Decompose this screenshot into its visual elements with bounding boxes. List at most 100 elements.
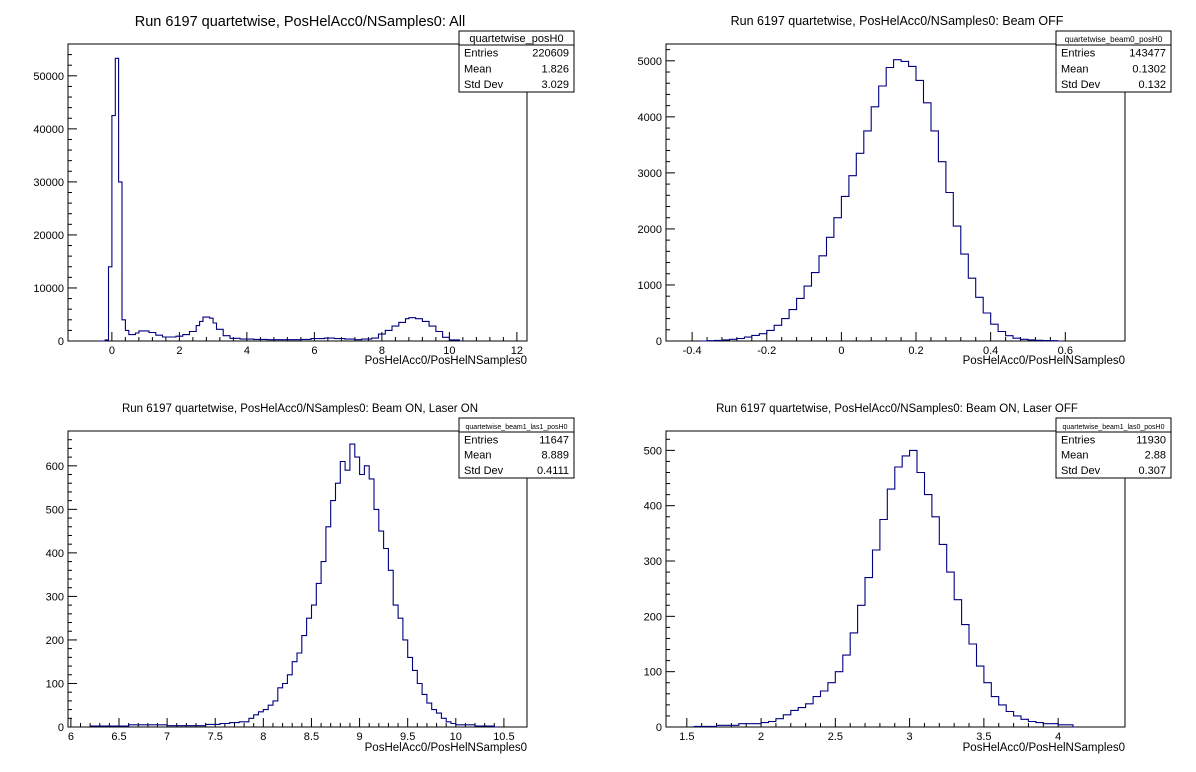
x-tick-label: 0.4 bbox=[983, 345, 998, 357]
y-tick-label: 5000 bbox=[638, 56, 662, 68]
stats-value: 0.132 bbox=[1138, 79, 1166, 91]
y-tick-label: 20000 bbox=[33, 230, 64, 242]
stats-box-frame bbox=[1055, 30, 1172, 93]
histogram-series bbox=[693, 449, 1076, 728]
histogram-series bbox=[98, 57, 463, 342]
stats-value: 1.826 bbox=[541, 63, 569, 75]
y-tick-label: 0 bbox=[656, 722, 662, 734]
x-tick-label: -0.2 bbox=[757, 345, 776, 357]
stats-label: Entries bbox=[464, 48, 499, 60]
stats-box: quartetwise_beam1_las0_posH0 Entries 11930… bbox=[1055, 417, 1172, 479]
stats-label: Entries bbox=[1061, 48, 1096, 60]
stats-box: quartetwise_posH0 Entries 220609 Mean 1.826 S… bbox=[458, 30, 575, 93]
y-tick-label: 40000 bbox=[33, 124, 64, 136]
x-tick-label: 0.2 bbox=[908, 345, 923, 357]
plot-frame bbox=[665, 430, 1126, 728]
y-tick-label: 400 bbox=[46, 548, 64, 560]
histogram-series bbox=[699, 59, 1061, 342]
y-tick-label: 0 bbox=[656, 336, 662, 348]
plot-frame bbox=[67, 43, 528, 342]
y-tick-label: 4000 bbox=[638, 112, 662, 124]
stats-label: Mean bbox=[464, 450, 492, 462]
x-tick-label: 0 bbox=[109, 345, 115, 357]
y-tick-label: 200 bbox=[644, 611, 662, 623]
x-tick-label: 8 bbox=[379, 345, 385, 357]
x-tick-label: 2 bbox=[176, 345, 182, 357]
x-tick-label: 6 bbox=[68, 731, 74, 743]
y-tick-label: 500 bbox=[644, 445, 662, 457]
stats-value: 2.88 bbox=[1145, 450, 1166, 462]
stats-label: Mean bbox=[1061, 63, 1089, 75]
stats-box-frame bbox=[458, 417, 575, 479]
x-axis-label: PosHelAcc0/PosHelNSamples0 bbox=[963, 355, 1125, 367]
y-tick-label: 300 bbox=[644, 556, 662, 568]
stats-title: quartetwise_beam0_posH0 bbox=[1065, 35, 1163, 44]
stats-label: Std Dev bbox=[464, 465, 504, 477]
stats-label: Entries bbox=[464, 434, 499, 446]
x-axis-label: PosHelAcc0/PosHelNSamples0 bbox=[365, 355, 527, 367]
x-tick-label: 1.5 bbox=[679, 731, 694, 743]
x-tick-label: 3 bbox=[907, 731, 913, 743]
panel-beam-on-laser-off: Run 6197 quartetwise, PosHelAcc0/NSample… bbox=[644, 403, 1172, 754]
stats-value: 220609 bbox=[532, 48, 569, 60]
y-tick-label: 30000 bbox=[33, 177, 64, 189]
panel-title: Run 6197 quartetwise, PosHelAcc0/NSample… bbox=[731, 14, 1064, 28]
x-tick-label: 10 bbox=[450, 731, 462, 743]
stats-label: Std Dev bbox=[1061, 465, 1101, 477]
stats-label: Std Dev bbox=[464, 79, 504, 91]
y-tick-label: 500 bbox=[46, 504, 64, 516]
panel-beam-off: Run 6197 quartetwise, PosHelAcc0/NSample… bbox=[638, 14, 1172, 367]
plot-area: -0.4 -0.2 0 0.2 0.4 0.6 0 1000 2000 3000 4000 5000 bbox=[638, 43, 1126, 357]
stats-value: 0.307 bbox=[1138, 465, 1166, 477]
y-tick-label: 200 bbox=[46, 635, 64, 647]
stats-value: 3.029 bbox=[541, 79, 569, 91]
stats-box-frame bbox=[1055, 417, 1172, 479]
y-tick-label: 100 bbox=[46, 678, 64, 690]
panel-all: Run 6197 quartetwise, PosHelAcc0/NSample… bbox=[33, 14, 575, 367]
x-tick-label: 8 bbox=[260, 731, 266, 743]
x-tick-label: 0 bbox=[838, 345, 844, 357]
y-tick-label: 0 bbox=[58, 722, 64, 734]
panel-beam-on-laser-on: Run 6197 quartetwise, PosHelAcc0/NSample… bbox=[46, 403, 575, 754]
y-tick-label: 100 bbox=[644, 667, 662, 679]
stats-value: 0.1302 bbox=[1132, 63, 1166, 75]
y-tick-label: 50000 bbox=[33, 71, 64, 83]
stats-value: 11647 bbox=[539, 434, 569, 446]
y-tick-label: 3000 bbox=[638, 168, 662, 180]
stats-label: Entries bbox=[1061, 434, 1096, 446]
stats-box: quartetwise_beam0_posH0 Entries 143477 Mean… bbox=[1055, 30, 1172, 93]
x-tick-label: 4 bbox=[1055, 731, 1061, 743]
y-tick-label: 2000 bbox=[638, 224, 662, 236]
x-tick-label: 2 bbox=[758, 731, 764, 743]
stats-value: 143477 bbox=[1129, 48, 1166, 60]
stats-title: quartetwise_beam1_las0_posH0 bbox=[1063, 424, 1165, 431]
panel-title: Run 6197 quartetwise, PosHelAcc0/NSample… bbox=[135, 14, 465, 30]
stats-value: 8.889 bbox=[541, 450, 569, 462]
x-tick-label: 2.5 bbox=[828, 731, 843, 743]
y-tick-label: 300 bbox=[46, 591, 64, 603]
y-tick-label: 1000 bbox=[638, 280, 662, 292]
x-tick-label: 7.5 bbox=[208, 731, 223, 743]
stats-title: quartetwise_beam1_las1_posH0 bbox=[466, 424, 568, 431]
plot-frame bbox=[67, 430, 528, 728]
x-tick-label: 0.6 bbox=[1058, 345, 1073, 357]
panel-title: Run 6197 quartetwise, PosHelAcc0/NSample… bbox=[716, 403, 1078, 415]
x-tick-label: 8.5 bbox=[304, 731, 319, 743]
x-tick-label: 9 bbox=[357, 731, 363, 743]
plot-area: 0 2 4 6 8 10 12 0 10000 20000 30000 40000 50000 bbox=[33, 43, 528, 357]
x-tick-label: 6 bbox=[311, 345, 317, 357]
x-tick-label: 10 bbox=[443, 345, 455, 357]
stats-label: Mean bbox=[464, 63, 492, 75]
y-tick-label: 600 bbox=[46, 461, 64, 473]
stats-value: 11930 bbox=[1136, 434, 1166, 446]
stats-title: quartetwise_posH0 bbox=[469, 33, 563, 45]
x-tick-label: 3.5 bbox=[976, 731, 991, 743]
x-tick-label: 7 bbox=[164, 731, 170, 743]
x-tick-label: 9.5 bbox=[400, 731, 415, 743]
x-tick-label: 4 bbox=[244, 345, 250, 357]
x-tick-label: -0.4 bbox=[683, 345, 702, 357]
stats-value: 0.4111 bbox=[537, 465, 569, 477]
plot-area: 1.5 2 2.5 3 3.5 4 0 100 200 300 400 500 bbox=[644, 430, 1126, 743]
x-tick-label: 12 bbox=[511, 345, 523, 357]
